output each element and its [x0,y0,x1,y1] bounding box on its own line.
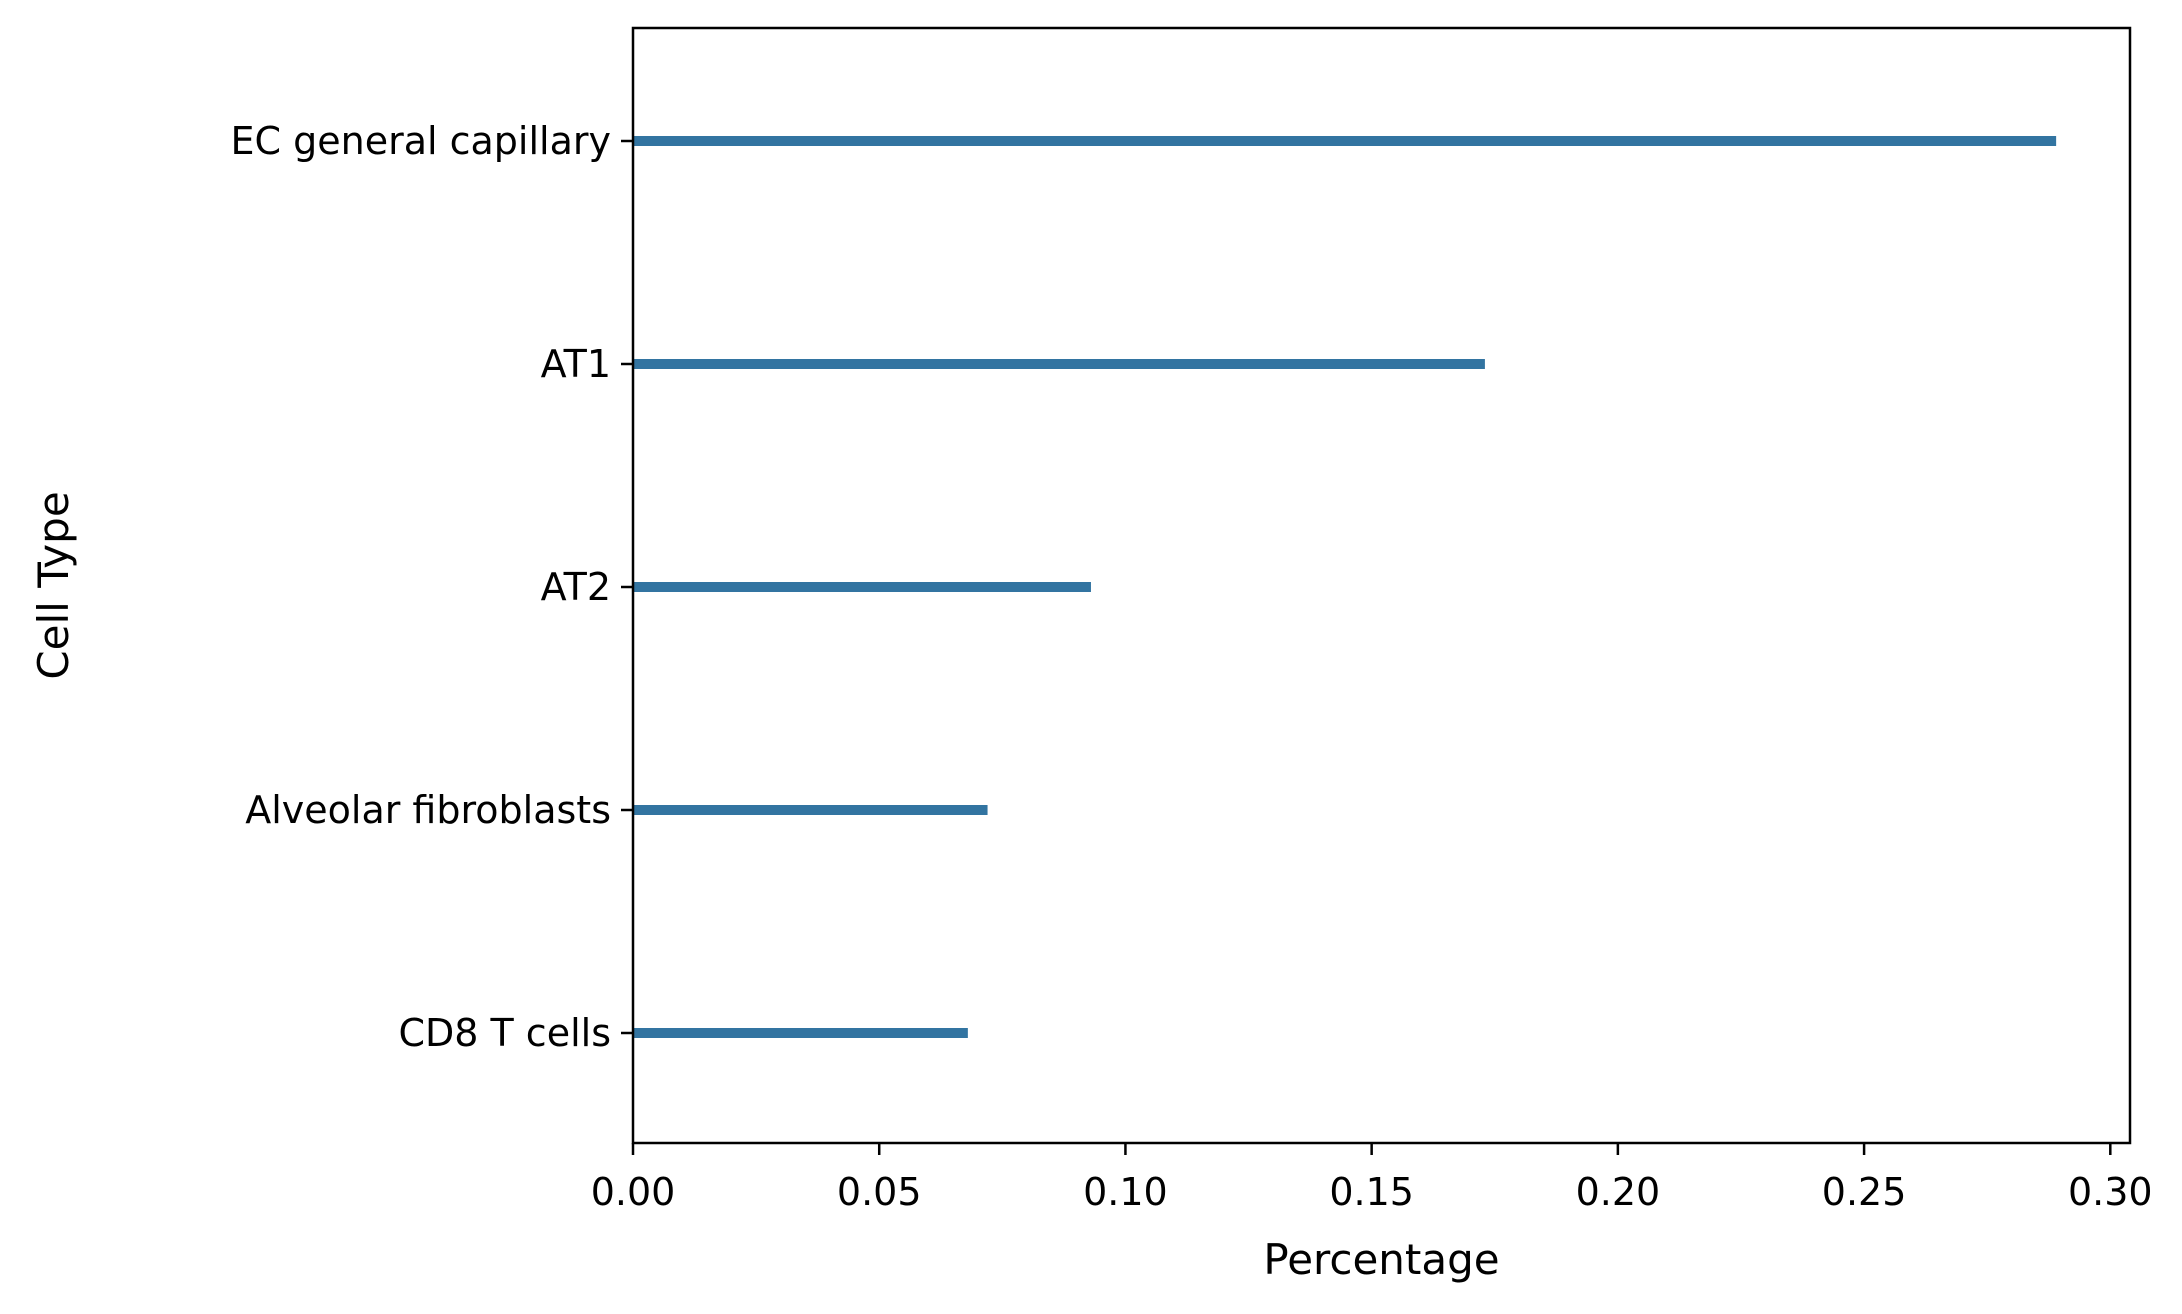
x-tick-label: 0.00 [591,1170,676,1214]
bar [633,1028,968,1038]
bars-group [633,136,2057,1038]
x-tick-label: 0.30 [2068,1170,2153,1214]
bar [633,136,2057,146]
bar [633,805,988,815]
y-axis-label: Cell Type [29,491,78,679]
x-tick-label: 0.25 [1822,1170,1907,1214]
x-axis-label: Percentage [1263,1235,1499,1284]
y-tick-label: CD8 T cells [398,1011,611,1055]
y-ticks-group: EC general capillary AT1 AT2 Alveolar fibro… [230,119,633,1055]
x-tick-label: 0.15 [1329,1170,1414,1214]
x-ticks-group: 0.00 0.05 0.10 0.15 0.20 0.25 0.30 [591,1143,2153,1214]
bar [633,582,1091,592]
y-tick-label: AT2 [541,565,611,609]
bar [633,359,1485,369]
x-tick-label: 0.20 [1576,1170,1661,1214]
x-tick-label: 0.05 [837,1170,922,1214]
y-tick-label: EC general capillary [230,119,611,163]
y-tick-label: Alveolar fibroblasts [245,788,611,832]
plot-frame [631,26,2132,1145]
y-tick-label: AT1 [541,342,611,386]
x-tick-label: 0.10 [1083,1170,1168,1214]
